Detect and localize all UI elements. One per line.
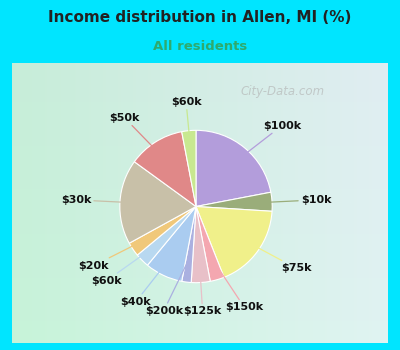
Wedge shape: [182, 206, 196, 282]
Text: $125k: $125k: [184, 258, 222, 316]
Wedge shape: [137, 206, 196, 265]
Text: $75k: $75k: [238, 237, 312, 273]
Wedge shape: [191, 206, 210, 283]
Wedge shape: [182, 130, 196, 206]
Wedge shape: [148, 206, 196, 281]
Wedge shape: [129, 206, 196, 255]
Text: Income distribution in Allen, MI (%): Income distribution in Allen, MI (%): [48, 10, 352, 26]
Wedge shape: [196, 206, 224, 281]
Wedge shape: [196, 192, 272, 211]
Text: City-Data.com: City-Data.com: [241, 84, 325, 98]
Text: $150k: $150k: [210, 256, 264, 313]
Text: $200k: $200k: [145, 258, 190, 316]
Text: $50k: $50k: [109, 113, 168, 163]
Text: $100k: $100k: [229, 120, 301, 167]
Wedge shape: [134, 132, 196, 206]
Wedge shape: [196, 206, 272, 277]
Text: All residents: All residents: [153, 40, 247, 53]
Text: $60k: $60k: [91, 243, 159, 286]
Text: $60k: $60k: [171, 97, 202, 155]
Wedge shape: [196, 130, 271, 206]
Text: $40k: $40k: [121, 253, 174, 307]
Text: $20k: $20k: [78, 236, 153, 271]
Text: $10k: $10k: [248, 195, 332, 205]
Text: $30k: $30k: [61, 195, 144, 205]
Wedge shape: [120, 162, 196, 243]
